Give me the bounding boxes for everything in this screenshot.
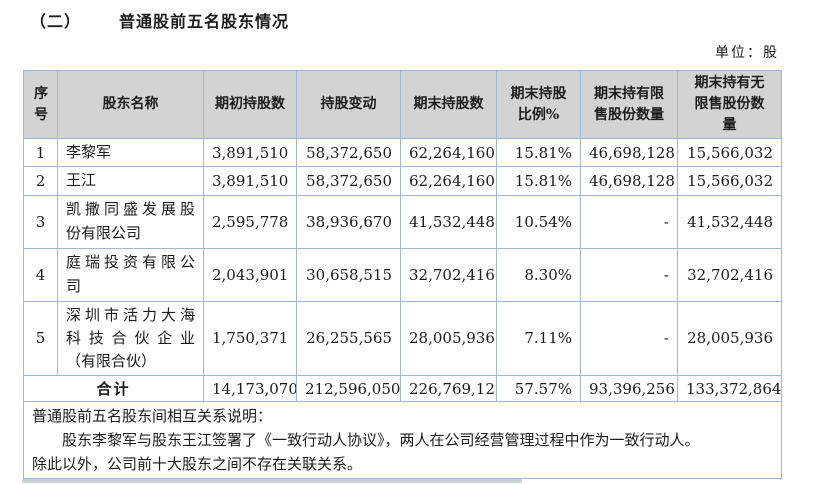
name-line: 司 — [66, 276, 82, 295]
section-number: （二） — [30, 12, 82, 31]
cell-ending-shares: 28,005,936 — [400, 300, 497, 377]
cell-shareholder-name: 深圳市活力大海 科技合伙企业 （有限合伙） — [57, 300, 204, 377]
header-cell-ending-shares: 期末持股数 — [400, 70, 497, 139]
cell-initial-shares: 3,891,510 — [203, 137, 297, 168]
relationship-note-cell: 普通股前五名股东间相互关系说明： 股东李黎军与股东王江签署了《一致行动人协议》，… — [23, 401, 782, 480]
cell-ending-ratio: 7.11% — [496, 300, 581, 377]
table-row: 4 庭瑞投资有限公 司 2,043,901 30,658,515 32,702,… — [23, 247, 782, 302]
cell-index: 3 — [23, 194, 58, 249]
cell-index: 5 — [23, 300, 58, 377]
name-line: 份有限公司 — [66, 223, 142, 242]
cell-ending-shares: 32,702,416 — [400, 247, 497, 302]
unit-label: 单位：股 — [715, 45, 779, 61]
cell-ending-ratio: 15.81% — [496, 137, 581, 168]
cell-share-change: 58,372,650 — [296, 166, 401, 196]
cell-initial-shares: 2,595,778 — [203, 194, 297, 249]
name-line: 科技合伙企业 — [66, 328, 195, 347]
cell-shareholder-name: 李黎军 — [57, 137, 204, 168]
cell-initial-shares: 1,750,371 — [203, 300, 297, 377]
cell-share-change: 26,255,565 — [296, 300, 401, 377]
cell-ending-ratio: 15.81% — [496, 166, 581, 196]
cell-restricted-shares: 46,698,128 — [580, 166, 678, 196]
cell-initial-shares: 3,891,510 — [203, 166, 297, 196]
cell-restricted-shares: 46,698,128 — [580, 137, 678, 168]
cell-index: 2 — [23, 166, 58, 196]
header-cell-ending-ratio: 期末持股比例% — [496, 70, 581, 139]
cell-unrestricted-shares: 32,702,416 — [677, 247, 782, 302]
header-cell-initial-shares: 期初持股数 — [203, 70, 297, 139]
table-row: 1 李黎军 3,891,510 58,372,650 62,264,160 15… — [23, 137, 782, 168]
header-cell-name: 股东名称 — [57, 70, 204, 139]
name-line: 庭瑞投资有限公 — [66, 253, 195, 272]
header-cell-unrestricted-shares: 期末持有无限售股份数量 — [677, 70, 782, 139]
cell-total-ending: 226,769,120 — [400, 375, 497, 403]
name-line: 李黎军 — [66, 143, 112, 161]
section-title: 普通股前五名股东情况 — [119, 12, 290, 31]
cell-ending-ratio: 8.30% — [496, 247, 581, 302]
header-cell-index: 序号 — [23, 70, 58, 139]
cell-unrestricted-shares: 15,566,032 — [677, 137, 782, 168]
table-row: 2 王江 3,891,510 58,372,650 62,264,160 15.… — [23, 166, 782, 196]
name-line: 王江 — [66, 171, 97, 190]
cell-total-label: 合计 — [23, 375, 204, 403]
name-line: （有限合伙） — [66, 352, 157, 370]
cell-ending-shares: 62,264,160 — [400, 166, 497, 196]
note-body-line: 股东李黎军与股东王江签署了《一致行动人协议》，两人在公司经营管理过程中作为一致行… — [62, 431, 700, 450]
cell-shareholder-name: 凯撒同盛发展股 份有限公司 — [57, 194, 204, 249]
cell-share-change: 58,372,650 — [296, 137, 401, 168]
name-line: 深圳市活力大海 — [66, 305, 195, 324]
cell-index: 1 — [23, 137, 58, 168]
page-edge-strip — [22, 479, 522, 483]
cell-total-restricted: 93,396,256 — [580, 375, 678, 403]
cell-index: 4 — [23, 247, 58, 302]
cell-restricted-shares: - — [580, 194, 678, 249]
cell-ending-shares: 41,532,448 — [400, 194, 497, 249]
cell-unrestricted-shares: 28,005,936 — [677, 300, 782, 377]
cell-initial-shares: 2,043,901 — [203, 247, 297, 302]
cell-restricted-shares: - — [580, 300, 678, 377]
cell-total-change: 212,596,050 — [296, 375, 401, 403]
cell-ending-ratio: 10.54% — [496, 194, 581, 249]
name-line: 凯撒同盛发展股 — [66, 200, 195, 219]
cell-ending-shares: 62,264,160 — [400, 137, 497, 168]
cell-shareholder-name: 庭瑞投资有限公 司 — [57, 247, 204, 302]
note-heading: 普通股前五名股东间相互关系说明： — [32, 407, 273, 426]
shareholder-table: 序号 股东名称 期初持股数 持股变动 期末持股数 期末持股比例% 期末持有限售股… — [23, 70, 782, 480]
cell-total-ratio: 57.57% — [496, 375, 581, 403]
table-row: 3 凯撒同盛发展股 份有限公司 2,595,778 38,936,670 41,… — [23, 194, 782, 249]
section-heading: （二） 普通股前五名股东情况 — [30, 8, 289, 32]
table-total-row: 合计 14,173,070 212,596,050 226,769,120 57… — [23, 375, 782, 403]
note-body-line: 除此以外，公司前十大股东之间不存在关联关系。 — [32, 455, 363, 474]
cell-unrestricted-shares: 41,532,448 — [677, 194, 782, 249]
header-cell-restricted-shares: 期末持有限售股份数量 — [580, 70, 678, 139]
cell-restricted-shares: - — [580, 247, 678, 302]
cell-total-unrestricted: 133,372,864 — [677, 375, 782, 403]
cell-unrestricted-shares: 15,566,032 — [677, 166, 782, 196]
cell-share-change: 30,658,515 — [296, 247, 401, 302]
header-cell-share-change: 持股变动 — [296, 70, 401, 139]
table-note-row: 普通股前五名股东间相互关系说明： 股东李黎军与股东王江签署了《一致行动人协议》，… — [23, 401, 782, 480]
cell-shareholder-name: 王江 — [57, 166, 204, 196]
table-header-row: 序号 股东名称 期初持股数 持股变动 期末持股数 期末持股比例% 期末持有限售股… — [23, 70, 782, 139]
cell-share-change: 38,936,670 — [296, 194, 401, 249]
cell-total-initial: 14,173,070 — [203, 375, 297, 403]
table-row: 5 深圳市活力大海 科技合伙企业 （有限合伙） 1,750,371 26,255… — [23, 300, 782, 377]
